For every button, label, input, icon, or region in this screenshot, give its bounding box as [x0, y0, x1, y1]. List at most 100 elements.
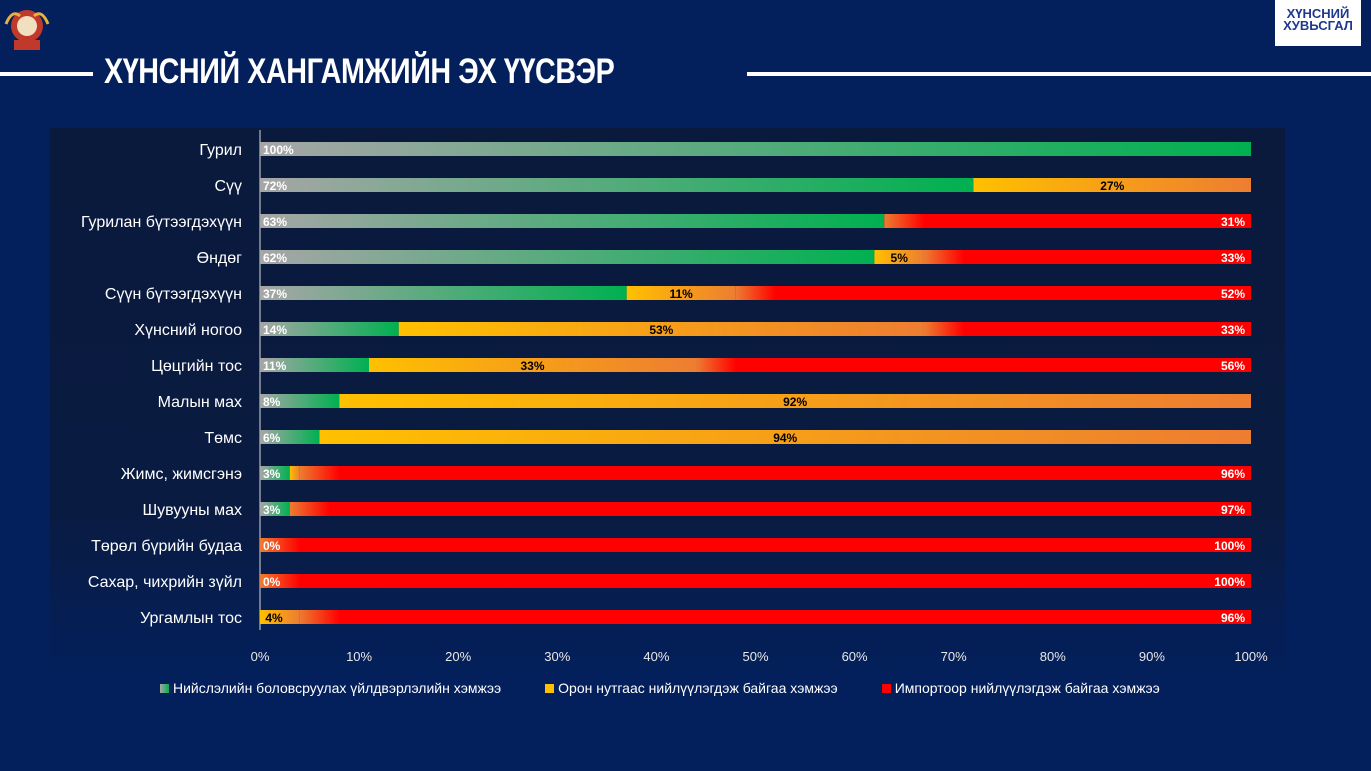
category-label: Ургамлын тос [140, 610, 242, 627]
legend-swatch [160, 683, 169, 693]
bar-import [289, 502, 1252, 516]
data-label-regional: 94% [773, 431, 797, 445]
bar-import-fade [260, 538, 300, 552]
data-label-import: 52% [1221, 287, 1245, 301]
category-label: Сүүн бүтээгдэхүүн [105, 286, 242, 303]
legend-label: Орон нутгаас нийлүүлэгдэж байгаа хэмжээ [558, 680, 838, 696]
x-tick-label: 70% [941, 649, 967, 664]
bar-regional [874, 250, 924, 264]
legend-item-local: Нийслэлийн боловсруулах үйлдвэрлэлийн хэ… [160, 680, 501, 696]
data-label-import: 100% [1214, 575, 1245, 589]
data-label-local: 100% [263, 143, 294, 157]
legend-item-import: Импортоор нийлүүлэгдэж байгаа хэмжээ [881, 680, 1160, 696]
x-tick-label: 100% [1234, 649, 1268, 664]
bar-local [260, 322, 399, 336]
data-label-local: 37% [263, 287, 287, 301]
bar-local [260, 358, 370, 372]
bar-local [260, 466, 290, 480]
category-label: Сахар, чихрийн зүйл [88, 574, 242, 591]
legend-swatch [881, 683, 891, 693]
data-label-regional: 5% [891, 251, 909, 265]
bar-import-fade [289, 502, 330, 516]
bar-import-fade [696, 358, 737, 372]
data-label-regional: 27% [1100, 179, 1124, 193]
data-label-import: 96% [1221, 467, 1245, 481]
bar-import [923, 250, 1251, 264]
data-label-local: 11% [263, 359, 287, 373]
data-label-import: 96% [1221, 611, 1245, 625]
data-label-regional: 92% [783, 395, 807, 409]
bar-regional [369, 358, 697, 372]
page-title: ХҮНСНИЙ ХАНГАМЖИЙН ЭХ ҮҮСВЭР [104, 52, 615, 91]
bar-local [260, 394, 340, 408]
x-tick-label: 80% [1040, 649, 1066, 664]
legend-item-regional: Орон нутгаас нийлүүлэгдэж байгаа хэмжээ [545, 680, 838, 696]
legend-label: Импортоор нийлүүлэгдэж байгаа хэмжээ [894, 680, 1160, 696]
bar-import [735, 286, 1251, 300]
category-label: Цөцгийн тос [151, 358, 242, 375]
data-label-import: 33% [1221, 323, 1245, 337]
bar-import [923, 322, 1251, 336]
bar-import [299, 610, 1251, 624]
data-label-local: 63% [263, 215, 287, 229]
bar-local [260, 430, 320, 444]
data-label-import: 31% [1221, 215, 1245, 229]
category-label: Шувууны мах [143, 502, 243, 519]
legend-swatch [545, 683, 555, 693]
data-label-import: 33% [1221, 251, 1245, 265]
category-label: Төмс [204, 430, 242, 447]
bar-import-fade [299, 466, 340, 480]
title-rule-right [747, 72, 1371, 76]
title-rule-left [0, 72, 93, 76]
bar-regional [626, 286, 736, 300]
bar-local [260, 250, 875, 264]
bar-import-fade [735, 286, 776, 300]
category-label: Жимс, жимсгэнэ [121, 466, 242, 483]
bar-import [696, 358, 1251, 372]
category-label: Малын мах [158, 394, 242, 411]
data-label-local: 62% [263, 251, 287, 265]
data-label-import: 56% [1221, 359, 1245, 373]
category-label: Гурил [199, 142, 242, 159]
data-label-local: 3% [263, 467, 281, 481]
data-label-import: 100% [1214, 539, 1245, 553]
bar-regional [319, 430, 1252, 444]
data-label-regional: 11% [669, 287, 693, 301]
bar-import [260, 538, 1251, 552]
bar-local [260, 178, 974, 192]
data-label-regional: 4% [265, 611, 283, 625]
bar-import [884, 214, 1251, 228]
bar-local [260, 142, 1251, 156]
category-label: Гурилан бүтээгдэхүүн [81, 214, 242, 231]
data-label-local: 8% [263, 395, 281, 409]
bar-import [299, 466, 1251, 480]
bar-local [260, 502, 290, 516]
bar-import-fade [260, 574, 300, 588]
x-tick-label: 90% [1139, 649, 1165, 664]
bar-local [260, 286, 627, 300]
bar-regional [260, 610, 300, 624]
bar-import-fade [923, 250, 964, 264]
khunsnii-khuvsgal-logo: ХҮНСНИЙ ХУВЬСГАЛ [1275, 0, 1361, 46]
x-tick-label: 20% [445, 649, 471, 664]
x-tick-label: 40% [643, 649, 669, 664]
bar-regional [289, 466, 300, 480]
logo-line-1: ХҮНСНИЙ [1286, 6, 1350, 21]
bar-regional [339, 394, 1251, 408]
data-label-local: 3% [263, 503, 281, 517]
category-label: Өндөг [197, 250, 243, 267]
data-label-local: 0% [263, 539, 281, 553]
logo-line-2: ХУВЬСГАЛ [1283, 18, 1353, 33]
state-emblem [2, 4, 52, 54]
data-label-local: 0% [263, 575, 281, 589]
bar-import-fade [299, 610, 340, 624]
bar-import [260, 574, 1251, 588]
category-label: Төрөл бүрийн будаа [91, 538, 242, 555]
bar-local [260, 214, 885, 228]
legend-label: Нийслэлийн боловсруулах үйлдвэрлэлийн хэ… [173, 680, 502, 696]
x-tick-label: 60% [842, 649, 868, 664]
legend: Нийслэлийн боловсруулах үйлдвэрлэлийн хэ… [160, 680, 1204, 696]
bar-import-fade [884, 214, 925, 228]
x-tick-label: 50% [742, 649, 768, 664]
data-label-local: 14% [263, 323, 287, 337]
